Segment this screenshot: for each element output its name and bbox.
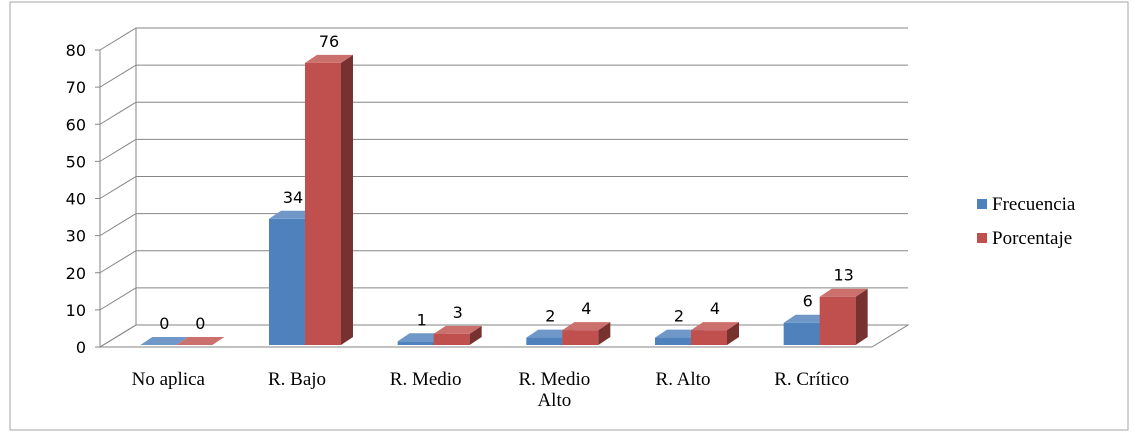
y-tick-label: 80 xyxy=(66,41,86,60)
bar-front xyxy=(783,322,820,345)
gridline xyxy=(99,64,908,88)
y-tick-label: 70 xyxy=(66,78,86,97)
data-label-porcentaje-r-medio: 3 xyxy=(453,303,463,322)
data-label-porcentaje-r-alto: 4 xyxy=(710,299,720,318)
gridlines xyxy=(99,27,908,311)
legend: Frecuencia Porcentaje xyxy=(977,194,1076,249)
legend-label-frecuencia: Frecuencia xyxy=(992,194,1076,215)
gridline xyxy=(99,138,908,162)
gridline xyxy=(99,213,908,237)
bar-front xyxy=(691,330,727,345)
y-tick-label: 50 xyxy=(66,152,86,171)
x-label-r-medio: R. Medio xyxy=(390,369,462,390)
chart-border xyxy=(9,1,1129,431)
gridline xyxy=(99,101,908,125)
y-tick-label: 0 xyxy=(76,338,86,357)
data-label-frecuencia-r-medio: 1 xyxy=(417,310,427,329)
data-label-frecuencia-r-bajo: 34 xyxy=(283,188,303,207)
gridline xyxy=(99,27,908,51)
bar-top xyxy=(562,322,611,331)
bar-front xyxy=(433,333,470,345)
data-label-porcentaje-r-critico: 13 xyxy=(833,266,853,285)
data-label-porcentaje-r-bajo: 76 xyxy=(319,32,339,51)
bar-front xyxy=(305,62,341,345)
x-label-r-alto: R. Alto xyxy=(656,369,711,390)
x-label-r-medio-alto: R. Medio Alto xyxy=(518,369,590,411)
x-label-r-critico: R. Crítico xyxy=(774,369,849,390)
bar-side xyxy=(598,322,611,345)
bar-top xyxy=(433,325,482,334)
bar-porcentaje-no-aplica xyxy=(176,337,225,345)
data-label-frecuencia-r-alto: 2 xyxy=(674,307,684,326)
data-label-porcentaje-no-aplica: 0 xyxy=(195,314,205,333)
bar-front xyxy=(269,218,305,345)
legend-swatch-porcentaje xyxy=(977,233,987,243)
y-tick-label: 20 xyxy=(66,264,86,283)
x-label-r-bajo: R. Bajo xyxy=(268,369,326,390)
bar-top xyxy=(176,337,225,345)
bar-side xyxy=(727,322,739,345)
y-tick-label: 40 xyxy=(66,190,86,209)
bar-front xyxy=(655,337,691,345)
x-axis-labels: No aplica R. Bajo R. Medio R. Medio Alto R. A… xyxy=(132,369,849,411)
bar-top xyxy=(819,288,868,297)
gridline xyxy=(99,287,908,311)
bar-side xyxy=(341,54,353,345)
bar-front xyxy=(819,296,856,345)
bar-porcentaje-r-medio-alto xyxy=(562,322,611,345)
bars xyxy=(140,54,868,345)
bar-porcentaje-r-medio xyxy=(433,325,482,345)
data-label-frecuencia-r-medio-alto: 2 xyxy=(545,307,555,326)
bar-porcentaje-r-bajo xyxy=(305,54,353,345)
y-tick-label: 60 xyxy=(66,115,86,134)
bar-porcentaje-r-alto xyxy=(691,322,739,345)
bar-top xyxy=(305,54,353,63)
bar-front xyxy=(397,341,434,345)
legend-swatch-frecuencia xyxy=(977,199,987,209)
bar-side xyxy=(469,325,482,345)
data-label-porcentaje-r-medio-alto: 4 xyxy=(581,299,591,318)
bar-top xyxy=(140,337,189,345)
bar-frecuencia-no-aplica xyxy=(140,337,189,345)
data-label-frecuencia-r-critico: 6 xyxy=(803,292,813,311)
legend-label-porcentaje: Porcentaje xyxy=(992,228,1072,249)
bar-front xyxy=(562,330,599,345)
data-label-frecuencia-no-aplica: 0 xyxy=(159,314,169,333)
y-axis-ticks: 0 10 20 30 40 50 60 70 80 xyxy=(66,41,101,357)
floor xyxy=(98,324,910,348)
x-label-no-aplica: No aplica xyxy=(132,369,206,390)
bar-porcentaje-r-critico xyxy=(819,288,868,345)
gridline xyxy=(99,176,908,199)
bar-top xyxy=(691,322,739,331)
y-tick-label: 10 xyxy=(66,301,86,320)
bar-front xyxy=(526,337,563,345)
bar-side xyxy=(855,288,868,345)
gridline xyxy=(99,250,908,274)
y-tick-label: 30 xyxy=(66,227,86,246)
